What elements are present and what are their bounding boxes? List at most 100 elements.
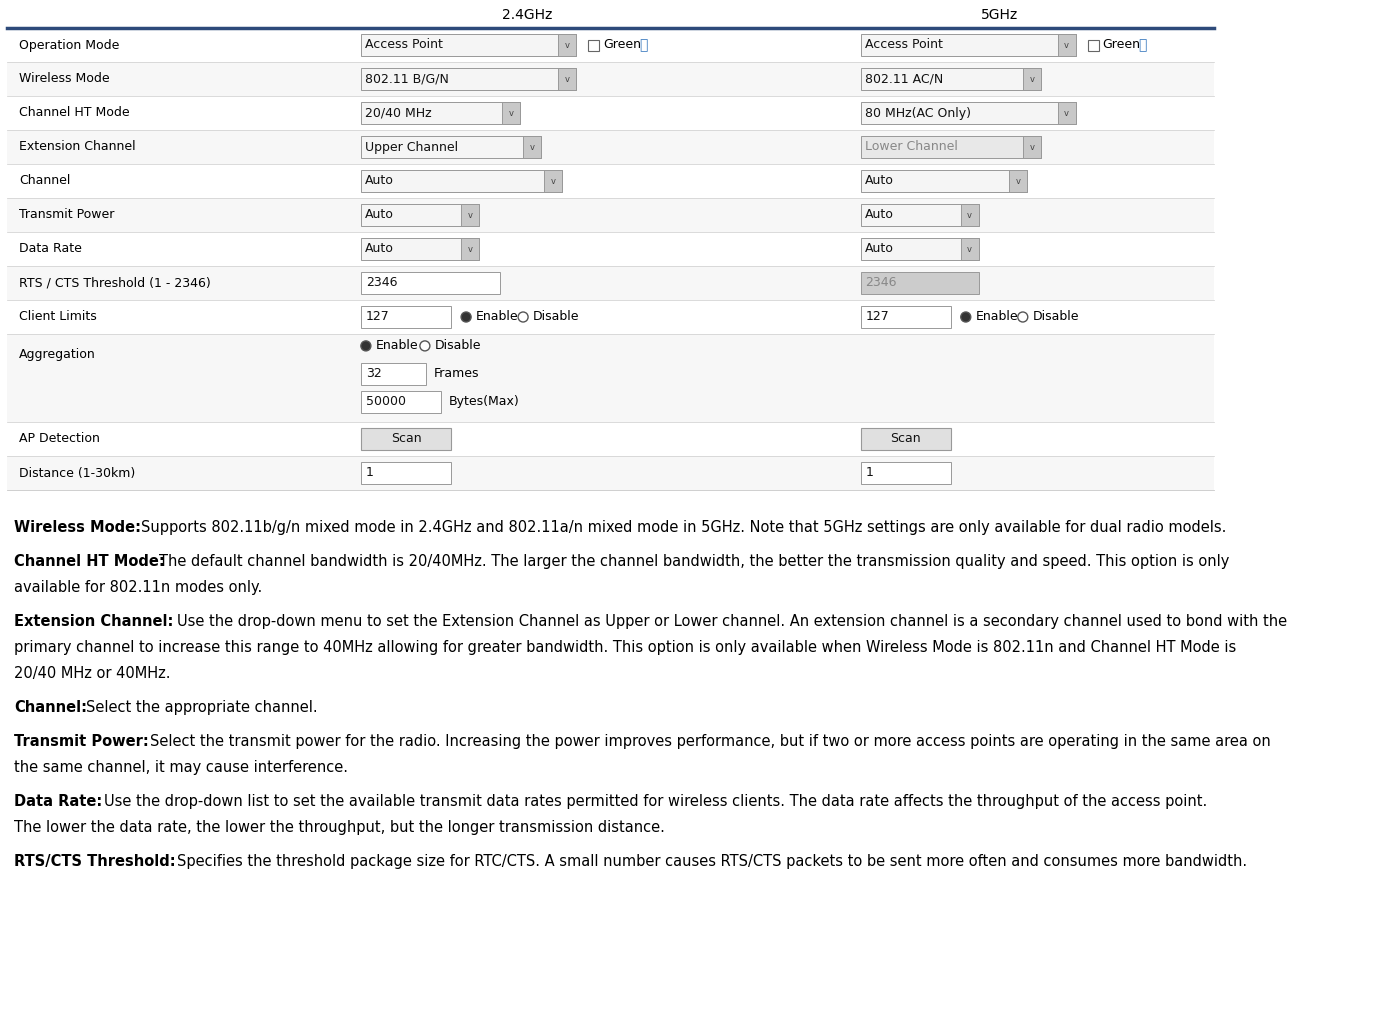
Bar [7, 300, 1214, 334]
Bar [7, 62, 1214, 96]
Bar [861, 462, 951, 484]
Text: 80 MHz(AC Only): 80 MHz(AC Only) [865, 106, 970, 120]
Text: v: v [468, 211, 472, 219]
Text: Operation Mode: Operation Mode [19, 38, 119, 52]
Text: Green: Green [1102, 38, 1141, 52]
Text: Transmit Power:: Transmit Power: [14, 734, 149, 749]
Text: Use the drop-down list to set the available transmit data rates permitted for wi: Use the drop-down list to set the availa… [104, 794, 1208, 809]
Bar [7, 334, 1214, 422]
Text: 1: 1 [866, 467, 873, 479]
Circle shape [518, 312, 527, 322]
Bar [1009, 170, 1027, 192]
Bar [502, 102, 520, 124]
Text: Enable: Enable [976, 311, 1019, 323]
Bar [861, 34, 1076, 56]
Text: v: v [1030, 143, 1034, 152]
Bar [861, 136, 1041, 158]
Text: v: v [468, 245, 472, 253]
Bar [544, 170, 562, 192]
Bar [361, 34, 576, 56]
Text: AP Detection: AP Detection [19, 433, 100, 445]
Text: The default channel bandwidth is 20/40MHz. The larger the channel bandwidth, the: The default channel bandwidth is 20/40MH… [158, 554, 1228, 569]
Text: Scan: Scan [390, 433, 422, 445]
Text: Disable: Disable [1033, 311, 1080, 323]
Text: Auto: Auto [865, 243, 894, 255]
Bar [1023, 136, 1041, 158]
Text: 32: 32 [366, 368, 382, 380]
Bar [7, 96, 1214, 130]
Text: Channel: Channel [19, 175, 71, 188]
Text: RTS / CTS Threshold (1 - 2346): RTS / CTS Threshold (1 - 2346) [19, 277, 211, 289]
Text: v: v [509, 108, 514, 118]
Text: Bytes(Max): Bytes(Max) [448, 396, 519, 408]
Text: v: v [565, 74, 569, 84]
Text: 2346: 2346 [366, 277, 397, 289]
Bar [361, 306, 451, 328]
Text: The lower the data rate, the lower the throughput, but the longer transmission d: The lower the data rate, the lower the t… [14, 820, 665, 835]
Text: Wireless Mode: Wireless Mode [19, 72, 110, 86]
Text: Channel HT Mode:: Channel HT Mode: [14, 554, 165, 569]
Text: Extension Channel:: Extension Channel: [14, 614, 174, 629]
Bar [861, 204, 979, 226]
Text: 20/40 MHz or 40MHz.: 20/40 MHz or 40MHz. [14, 666, 171, 681]
Bar [7, 198, 1214, 232]
Bar [523, 136, 541, 158]
Text: Aggregation: Aggregation [19, 348, 96, 361]
Text: Upper Channel: Upper Channel [365, 140, 458, 154]
Text: 20/40 MHz: 20/40 MHz [365, 106, 432, 120]
Text: Distance (1-30km): Distance (1-30km) [19, 467, 135, 479]
Text: ⓘ: ⓘ [638, 38, 647, 52]
Text: Scan: Scan [890, 433, 922, 445]
Text: Enable: Enable [376, 340, 419, 352]
Text: v: v [530, 143, 534, 152]
Text: Frames: Frames [434, 368, 479, 380]
Circle shape [361, 341, 371, 351]
Bar [589, 39, 600, 51]
Bar [1088, 39, 1099, 51]
Bar [1058, 34, 1076, 56]
Bar [361, 170, 562, 192]
Text: 802.11 AC/N: 802.11 AC/N [865, 72, 942, 86]
Text: Data Rate:: Data Rate: [14, 794, 103, 809]
Bar [861, 428, 951, 450]
Bar [7, 456, 1214, 490]
Text: Extension Channel: Extension Channel [19, 140, 136, 154]
Text: Auto: Auto [865, 175, 894, 188]
Bar [861, 68, 1041, 90]
Text: Disable: Disable [434, 340, 482, 352]
Text: Client Limits: Client Limits [19, 311, 97, 323]
Bar [861, 272, 979, 294]
Text: RTS/CTS Threshold:: RTS/CTS Threshold: [14, 854, 176, 869]
Bar [461, 204, 479, 226]
Text: v: v [1016, 177, 1020, 186]
Bar [960, 238, 979, 260]
Text: Green: Green [602, 38, 641, 52]
Text: Use the drop-down menu to set the Extension Channel as Upper or Lower channel. A: Use the drop-down menu to set the Extens… [176, 614, 1287, 629]
Bar [960, 204, 979, 226]
Bar [7, 232, 1214, 267]
Bar [361, 136, 541, 158]
Bar [7, 267, 1214, 300]
Text: Auto: Auto [365, 243, 394, 255]
Text: v: v [551, 177, 555, 186]
Text: 2.4GHz: 2.4GHz [502, 8, 552, 22]
Text: 2346: 2346 [866, 277, 897, 289]
Bar [861, 238, 979, 260]
Bar [361, 462, 451, 484]
Circle shape [960, 312, 970, 322]
Text: Auto: Auto [365, 209, 394, 221]
Text: Enable: Enable [476, 311, 519, 323]
Text: ⓘ: ⓘ [1138, 38, 1146, 52]
Text: v: v [1030, 74, 1034, 84]
Bar [558, 68, 576, 90]
Bar [1058, 102, 1076, 124]
Text: Channel HT Mode: Channel HT Mode [19, 106, 129, 120]
Bar [7, 164, 1214, 198]
Circle shape [421, 341, 430, 351]
Text: v: v [967, 245, 972, 253]
Text: 127: 127 [366, 311, 390, 323]
Text: v: v [565, 40, 569, 50]
Text: Supports 802.11b/g/n mixed mode in 2.4GHz and 802.11a/n mixed mode in 5GHz. Note: Supports 802.11b/g/n mixed mode in 2.4GH… [140, 520, 1226, 535]
Text: Data Rate: Data Rate [19, 243, 82, 255]
Bar [861, 102, 1076, 124]
